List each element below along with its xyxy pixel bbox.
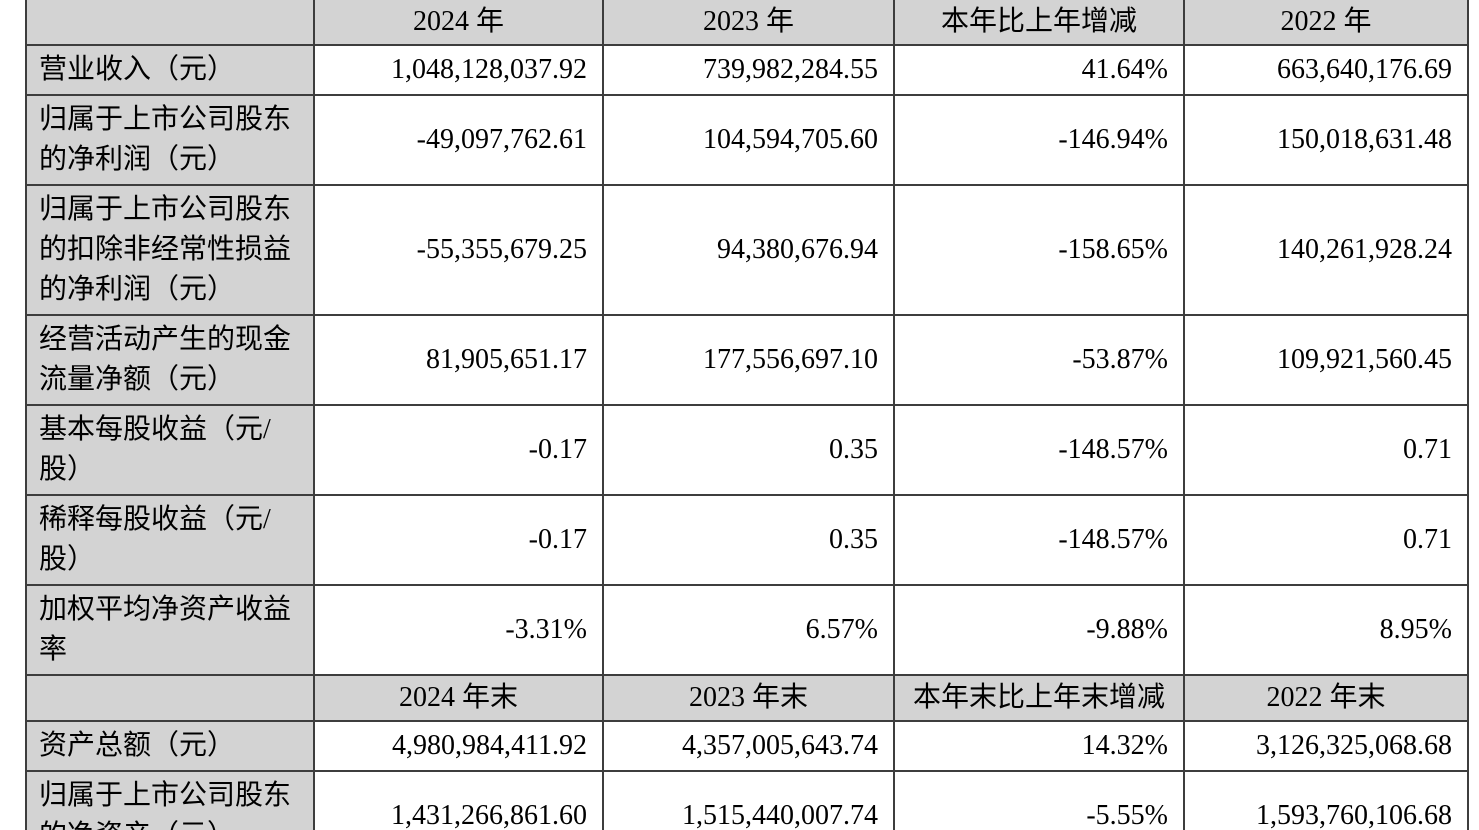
- value-cell: 3,126,325,068.68: [1183, 720, 1469, 772]
- value-cell: 1,431,266,861.60: [313, 770, 604, 830]
- value-cell: -0.17: [313, 494, 604, 586]
- value-cell: 1,515,440,007.74: [602, 770, 895, 830]
- table-header-row-annual: 2024 年 2023 年 本年比上年增减 2022 年: [25, 0, 1469, 46]
- value-cell: -158.65%: [893, 184, 1185, 316]
- value-cell: 4,357,005,643.74: [602, 720, 895, 772]
- table-row-operating-revenue: 营业收入（元） 1,048,128,037.92 739,982,284.55 …: [25, 44, 1469, 96]
- value-cell: 0.35: [602, 404, 895, 496]
- value-cell: 94,380,676.94: [602, 184, 895, 316]
- header-2023-end: 2023 年末: [602, 674, 895, 722]
- table-header-row-period-end: 2024 年末 2023 年末 本年末比上年末增减 2022 年末: [25, 674, 1469, 722]
- row-label-cell: 归属于上市公司股东的净资产（元）: [25, 770, 315, 830]
- value-cell: 0.35: [602, 494, 895, 586]
- table-row-operating-cash-flow: 经营活动产生的现金流量净额（元） 81,905,651.17 177,556,6…: [25, 314, 1469, 406]
- value-cell: 150,018,631.48: [1183, 94, 1469, 186]
- value-cell: 81,905,651.17: [313, 314, 604, 406]
- value-cell: 41.64%: [893, 44, 1185, 96]
- value-cell: 8.95%: [1183, 584, 1469, 676]
- value-cell: 4,980,984,411.92: [313, 720, 604, 772]
- value-cell: -148.57%: [893, 404, 1185, 496]
- table-row-net-profit: 归属于上市公司股东的净利润（元） -49,097,762.61 104,594,…: [25, 94, 1469, 186]
- value-cell: -148.57%: [893, 494, 1185, 586]
- row-label-cell: 归属于上市公司股东的净利润（元）: [25, 94, 315, 186]
- value-cell: -49,097,762.61: [313, 94, 604, 186]
- header-2024: 2024 年: [313, 0, 604, 46]
- row-label-cell: 经营活动产生的现金流量净额（元）: [25, 314, 315, 406]
- table-row-net-assets: 归属于上市公司股东的净资产（元） 1,431,266,861.60 1,515,…: [25, 770, 1469, 830]
- value-cell: 739,982,284.55: [602, 44, 895, 96]
- value-cell: -0.17: [313, 404, 604, 496]
- value-cell: 663,640,176.69: [1183, 44, 1469, 96]
- value-cell: 1,593,760,106.68: [1183, 770, 1469, 830]
- table-row-basic-eps: 基本每股收益（元/股） -0.17 0.35 -148.57% 0.71: [25, 404, 1469, 496]
- header-corner-cell: [25, 0, 315, 46]
- row-label-cell: 基本每股收益（元/股）: [25, 404, 315, 496]
- table-row-net-profit-excl-nonrecurring: 归属于上市公司股东的扣除非经常性损益的净利润（元） -55,355,679.25…: [25, 184, 1469, 316]
- header-period-end-change: 本年末比上年末增减: [893, 674, 1185, 722]
- row-label-cell: 归属于上市公司股东的扣除非经常性损益的净利润（元）: [25, 184, 315, 316]
- value-cell: -5.55%: [893, 770, 1185, 830]
- value-cell: -53.87%: [893, 314, 1185, 406]
- row-label-cell: 稀释每股收益（元/股）: [25, 494, 315, 586]
- header-yoy-change: 本年比上年增减: [893, 0, 1185, 46]
- row-label-cell: 资产总额（元）: [25, 720, 315, 772]
- table-row-total-assets: 资产总额（元） 4,980,984,411.92 4,357,005,643.7…: [25, 720, 1469, 772]
- value-cell: -3.31%: [313, 584, 604, 676]
- financial-summary-table: 2024 年 2023 年 本年比上年增减 2022 年 营业收入（元） 1,0…: [25, 0, 1469, 830]
- header-corner-cell: [25, 674, 315, 722]
- value-cell: 0.71: [1183, 404, 1469, 496]
- header-2023: 2023 年: [602, 0, 895, 46]
- row-label-cell: 加权平均净资产收益率: [25, 584, 315, 676]
- value-cell: 109,921,560.45: [1183, 314, 1469, 406]
- value-cell: 1,048,128,037.92: [313, 44, 604, 96]
- value-cell: -9.88%: [893, 584, 1185, 676]
- value-cell: 177,556,697.10: [602, 314, 895, 406]
- value-cell: -146.94%: [893, 94, 1185, 186]
- value-cell: -55,355,679.25: [313, 184, 604, 316]
- header-2022-end: 2022 年末: [1183, 674, 1469, 722]
- value-cell: 6.57%: [602, 584, 895, 676]
- row-label-cell: 营业收入（元）: [25, 44, 315, 96]
- value-cell: 14.32%: [893, 720, 1185, 772]
- value-cell: 140,261,928.24: [1183, 184, 1469, 316]
- table-row-weighted-avg-roe: 加权平均净资产收益率 -3.31% 6.57% -9.88% 8.95%: [25, 584, 1469, 676]
- header-2022: 2022 年: [1183, 0, 1469, 46]
- table-row-diluted-eps: 稀释每股收益（元/股） -0.17 0.35 -148.57% 0.71: [25, 494, 1469, 586]
- header-2024-end: 2024 年末: [313, 674, 604, 722]
- value-cell: 104,594,705.60: [602, 94, 895, 186]
- value-cell: 0.71: [1183, 494, 1469, 586]
